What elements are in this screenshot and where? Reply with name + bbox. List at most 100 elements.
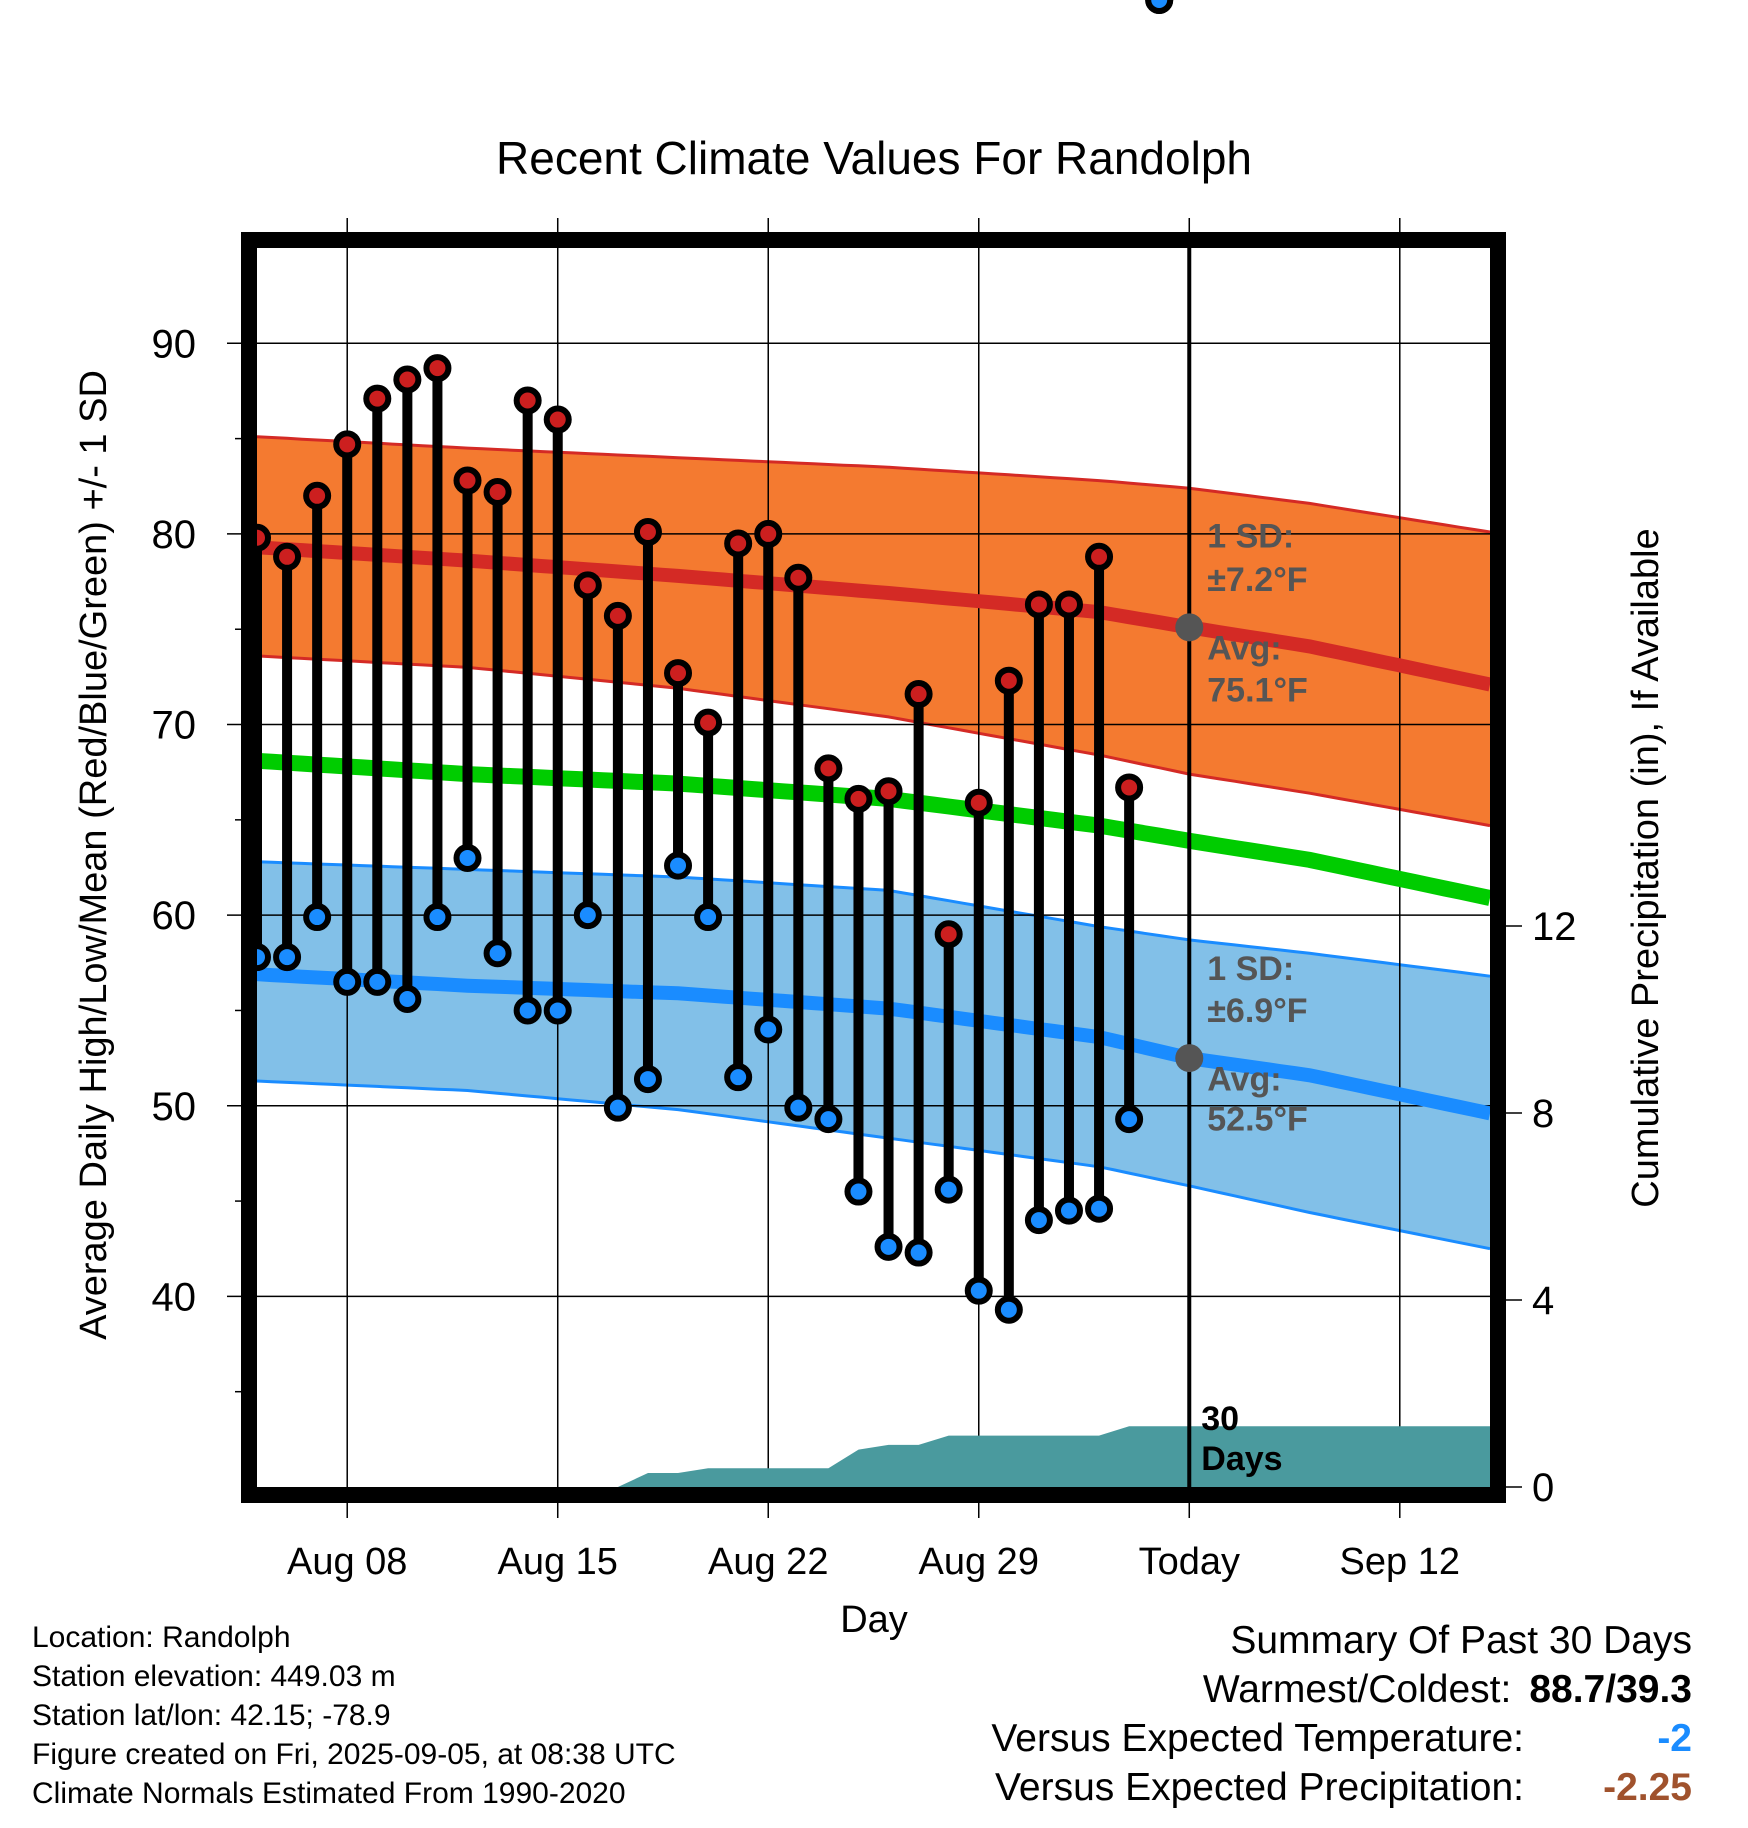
low-point	[784, 1093, 813, 1122]
low-point	[1024, 1206, 1053, 1235]
warm-cold-value: 88.7/39.3	[1529, 1668, 1692, 1711]
high-point	[904, 680, 933, 709]
low-point	[1145, 0, 1174, 14]
low-point	[724, 1063, 753, 1092]
low-point	[273, 943, 302, 972]
summary-precip: Versus Expected Precipitation: -2.25	[991, 1763, 1692, 1812]
y-tick-label-80: 80	[152, 513, 197, 557]
low-point	[874, 1232, 903, 1261]
days-value: 30	[1201, 1400, 1239, 1438]
high-point	[273, 542, 302, 571]
x-tick-label-1: Aug 15	[498, 1541, 618, 1583]
low-point	[453, 843, 482, 872]
low-point	[994, 1295, 1023, 1324]
high-point	[603, 601, 632, 630]
y-tick-label-90: 90	[152, 322, 197, 366]
y2-axis-label: Cumulative Precipitation (in), If Availa…	[1625, 528, 1667, 1207]
high-avg-label: Avg:	[1207, 630, 1281, 668]
y2-tick-label-12: 12	[1532, 905, 1577, 949]
chart-title: Recent Climate Values For Randolph	[496, 132, 1252, 184]
temp-label: Versus Expected Temperature:	[991, 1717, 1524, 1760]
y-tick-label-50: 50	[152, 1085, 197, 1129]
high-avg-line	[256, 540, 1492, 692]
high-point	[694, 708, 723, 737]
x-tick-label-3: Aug 29	[919, 1541, 1039, 1583]
precip-area	[257, 1426, 1490, 1487]
high-sd-band-lower	[256, 654, 1491, 828]
low-point	[303, 903, 332, 932]
high-point	[543, 405, 572, 434]
low-point	[543, 996, 572, 1025]
low-point	[1054, 1196, 1083, 1225]
high-point	[1024, 590, 1053, 619]
high-point	[363, 384, 392, 413]
y-tick-label-70: 70	[152, 704, 197, 748]
summary-temp: Versus Expected Temperature: -2	[991, 1714, 1692, 1763]
high-point	[483, 477, 512, 506]
low-avg-label: Avg:	[1207, 1061, 1281, 1099]
high-point	[1085, 542, 1114, 571]
elevation-text: Station elevation: 449.03 m	[32, 1660, 396, 1693]
high-point	[754, 519, 783, 548]
summary-title: Summary Of Past 30 Days	[1230, 1619, 1692, 1662]
days-label: Days	[1201, 1440, 1282, 1478]
high-point	[724, 529, 753, 558]
high-point	[994, 666, 1023, 695]
high-sd-label: 1 SD:	[1207, 517, 1294, 555]
today-high-marker	[1175, 613, 1204, 642]
y-tick-label-60: 60	[152, 894, 197, 938]
high-point	[784, 563, 813, 592]
low-sd-value: ±6.9°F	[1207, 992, 1307, 1030]
low-point	[633, 1065, 662, 1094]
x-tick-label-4: Today	[1139, 1541, 1240, 1583]
x-tick-label-0: Aug 08	[287, 1541, 407, 1583]
low-point	[814, 1105, 843, 1134]
low-point	[513, 996, 542, 1025]
low-point	[1085, 1194, 1114, 1223]
x-axis-label: Day	[840, 1599, 908, 1641]
high-point	[814, 754, 843, 783]
high-point	[453, 466, 482, 495]
high-point	[664, 659, 693, 688]
x-tick-label-2: Aug 22	[708, 1541, 828, 1583]
high-point	[934, 920, 963, 949]
low-point	[423, 903, 452, 932]
low-sd-band-lower	[256, 1079, 1491, 1251]
high-point	[964, 788, 993, 817]
temp-value: -2	[1657, 1717, 1692, 1760]
precip-label: Versus Expected Precipitation:	[995, 1766, 1524, 1809]
y-tick-label-40: 40	[152, 1275, 197, 1319]
plot-frame	[241, 232, 1506, 1503]
low-point	[844, 1177, 873, 1206]
created-text: Figure created on Fri, 2025-09-05, at 08…	[32, 1738, 676, 1771]
today-low-marker	[1175, 1044, 1204, 1073]
low-point	[483, 939, 512, 968]
precip-value: -2.25	[1603, 1766, 1692, 1809]
low-point	[664, 851, 693, 880]
low-point	[964, 1276, 993, 1305]
low-point	[393, 985, 422, 1014]
high-point	[1054, 590, 1083, 619]
high-sd-band-upper	[256, 435, 1491, 534]
y-axis-label: Average Daily High/Low/Mean (Red/Blue/Gr…	[73, 370, 115, 1340]
high-avg-value: 75.1°F	[1207, 672, 1308, 710]
low-point	[363, 967, 392, 996]
low-sd-band	[257, 861, 1490, 1249]
high-point	[513, 386, 542, 415]
low-point	[573, 901, 602, 930]
y2-tick-label-4: 4	[1532, 1279, 1554, 1323]
warm-cold-label: Warmest/Coldest:	[1202, 1668, 1512, 1711]
low-point	[333, 967, 362, 996]
low-point	[904, 1238, 933, 1267]
low-point	[754, 1015, 783, 1044]
high-sd-value: ±7.2°F	[1207, 561, 1307, 599]
high-point	[874, 777, 903, 806]
high-point	[423, 354, 452, 383]
high-point	[1115, 773, 1144, 802]
low-point	[694, 903, 723, 932]
low-avg-line	[256, 967, 1492, 1121]
high-point	[303, 481, 332, 510]
low-point	[603, 1093, 632, 1122]
